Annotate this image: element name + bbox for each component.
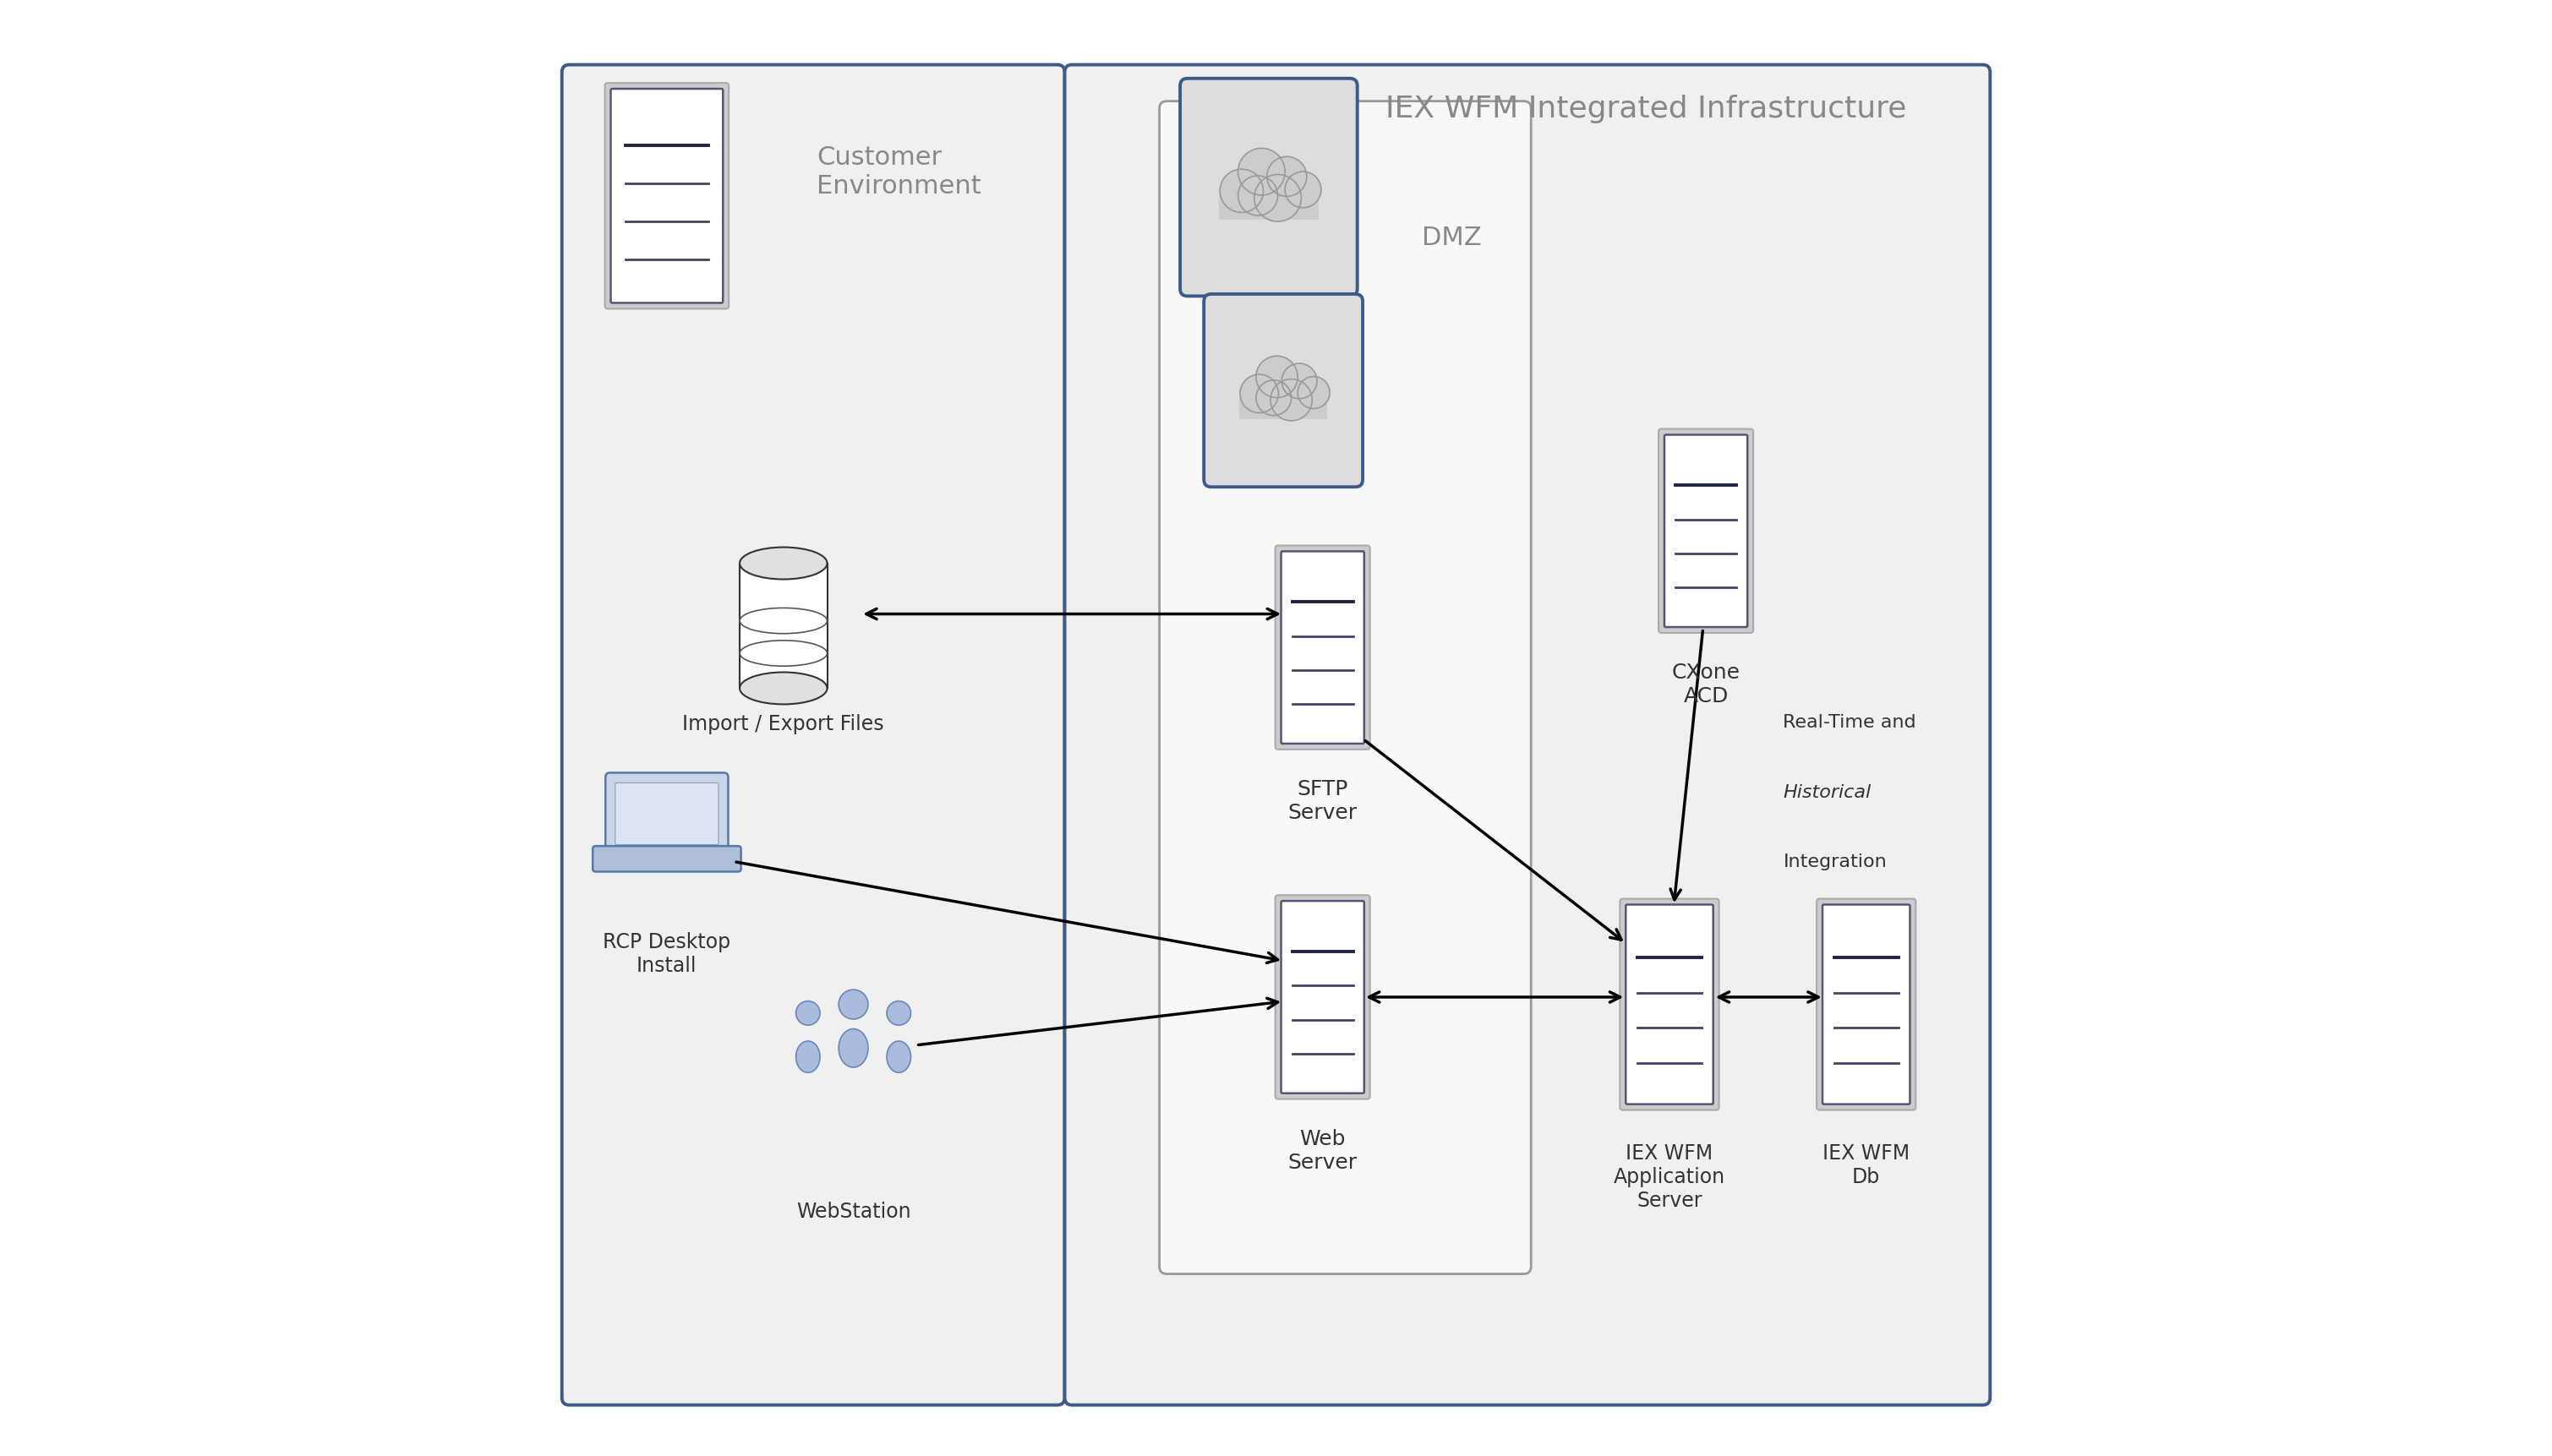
Text: Real-Time and: Real-Time and bbox=[1784, 713, 1917, 731]
Text: SFTP
Server: SFTP Server bbox=[1289, 779, 1358, 823]
Circle shape bbox=[1238, 176, 1279, 215]
FancyBboxPatch shape bbox=[1281, 552, 1365, 744]
Circle shape bbox=[1286, 172, 1322, 208]
Ellipse shape bbox=[740, 673, 827, 705]
Text: DMZ: DMZ bbox=[1421, 226, 1480, 250]
Text: IEX WFM
Db: IEX WFM Db bbox=[1822, 1143, 1909, 1187]
FancyBboxPatch shape bbox=[592, 846, 740, 872]
Text: IEX WFM Integrated Infrastructure: IEX WFM Integrated Infrastructure bbox=[1386, 95, 1906, 124]
FancyBboxPatch shape bbox=[605, 84, 730, 310]
Circle shape bbox=[1240, 376, 1279, 414]
FancyBboxPatch shape bbox=[1659, 430, 1753, 633]
Bar bbox=[1220, 194, 1319, 220]
Text: Customer
Environment: Customer Environment bbox=[817, 146, 983, 198]
Circle shape bbox=[1253, 175, 1302, 223]
FancyBboxPatch shape bbox=[1664, 435, 1748, 628]
Ellipse shape bbox=[886, 1041, 911, 1073]
FancyBboxPatch shape bbox=[1822, 904, 1909, 1105]
Circle shape bbox=[886, 1002, 911, 1025]
FancyBboxPatch shape bbox=[615, 783, 720, 844]
FancyBboxPatch shape bbox=[1817, 900, 1917, 1111]
Text: Historical: Historical bbox=[1784, 783, 1871, 801]
Text: Import / Export Files: Import / Export Files bbox=[681, 713, 886, 734]
Circle shape bbox=[1220, 170, 1263, 213]
Text: CXone
ACD: CXone ACD bbox=[1672, 662, 1740, 706]
Text: Integration: Integration bbox=[1784, 853, 1886, 871]
FancyBboxPatch shape bbox=[1276, 546, 1370, 750]
FancyBboxPatch shape bbox=[1276, 895, 1370, 1099]
FancyBboxPatch shape bbox=[1159, 102, 1531, 1274]
Circle shape bbox=[1256, 381, 1291, 416]
Text: IEX WFM
Application
Server: IEX WFM Application Server bbox=[1613, 1143, 1725, 1210]
Circle shape bbox=[1266, 157, 1307, 197]
FancyBboxPatch shape bbox=[561, 66, 1064, 1405]
FancyBboxPatch shape bbox=[1064, 66, 1991, 1405]
Circle shape bbox=[796, 1002, 819, 1025]
Circle shape bbox=[840, 990, 868, 1019]
FancyBboxPatch shape bbox=[605, 773, 727, 853]
Bar bbox=[1240, 396, 1327, 419]
Text: Web
Server: Web Server bbox=[1289, 1128, 1358, 1172]
Circle shape bbox=[1281, 364, 1317, 399]
Circle shape bbox=[1271, 380, 1312, 421]
Text: RCP Desktop
Install: RCP Desktop Install bbox=[602, 932, 730, 976]
Circle shape bbox=[1238, 149, 1286, 197]
Bar bbox=[740, 563, 827, 689]
Circle shape bbox=[1299, 377, 1330, 409]
FancyBboxPatch shape bbox=[1621, 900, 1720, 1111]
Text: WebStation: WebStation bbox=[796, 1201, 911, 1222]
FancyBboxPatch shape bbox=[1281, 901, 1365, 1093]
FancyBboxPatch shape bbox=[1205, 294, 1363, 488]
Ellipse shape bbox=[840, 1029, 868, 1067]
Ellipse shape bbox=[796, 1041, 819, 1073]
FancyBboxPatch shape bbox=[610, 90, 722, 304]
Circle shape bbox=[1256, 357, 1299, 399]
FancyBboxPatch shape bbox=[1179, 79, 1358, 297]
FancyBboxPatch shape bbox=[1626, 904, 1712, 1105]
Ellipse shape bbox=[740, 547, 827, 579]
